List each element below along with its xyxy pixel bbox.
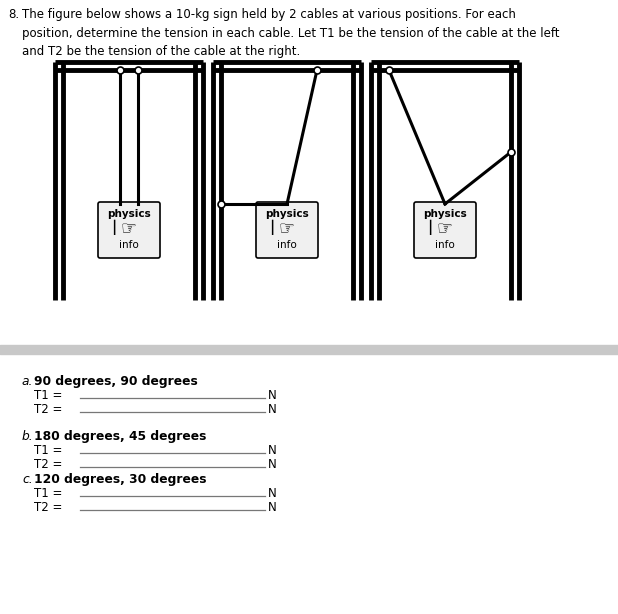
Text: physics: physics xyxy=(423,209,467,219)
Text: ☞: ☞ xyxy=(121,219,137,237)
Text: 120 degrees, 30 degrees: 120 degrees, 30 degrees xyxy=(34,473,206,486)
Text: 90 degrees, 90 degrees: 90 degrees, 90 degrees xyxy=(34,375,198,388)
Text: T2 =: T2 = xyxy=(34,501,62,514)
FancyBboxPatch shape xyxy=(414,202,476,258)
Text: info: info xyxy=(435,240,455,250)
Text: T1 =: T1 = xyxy=(34,389,62,402)
Text: ▏: ▏ xyxy=(429,219,441,235)
Text: N: N xyxy=(268,501,277,514)
FancyBboxPatch shape xyxy=(98,202,160,258)
Text: b.: b. xyxy=(22,430,33,443)
Text: N: N xyxy=(268,389,277,402)
Text: T2 =: T2 = xyxy=(34,458,62,471)
Text: The figure below shows a 10-kg sign held by 2 cables at various positions. For e: The figure below shows a 10-kg sign held… xyxy=(22,8,559,58)
Text: ☞: ☞ xyxy=(279,219,295,237)
Text: ☞: ☞ xyxy=(437,219,453,237)
Text: c.: c. xyxy=(22,473,33,486)
Text: ▏: ▏ xyxy=(113,219,125,235)
Text: T1 =: T1 = xyxy=(34,444,62,457)
Text: info: info xyxy=(119,240,139,250)
Text: ▏: ▏ xyxy=(271,219,283,235)
Text: T2 =: T2 = xyxy=(34,403,62,416)
Text: physics: physics xyxy=(107,209,151,219)
Text: N: N xyxy=(268,487,277,500)
Text: 180 degrees, 45 degrees: 180 degrees, 45 degrees xyxy=(34,430,206,443)
Text: N: N xyxy=(268,458,277,471)
Text: N: N xyxy=(268,444,277,457)
Text: a.: a. xyxy=(22,375,33,388)
Text: info: info xyxy=(277,240,297,250)
Text: 8.: 8. xyxy=(8,8,19,21)
Text: N: N xyxy=(268,403,277,416)
Text: physics: physics xyxy=(265,209,309,219)
Text: T1 =: T1 = xyxy=(34,487,62,500)
FancyBboxPatch shape xyxy=(256,202,318,258)
